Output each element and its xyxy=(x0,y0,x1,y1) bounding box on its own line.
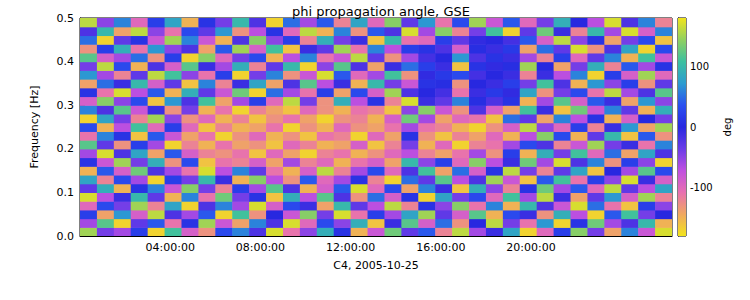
svg-text:0.5: 0.5 xyxy=(57,12,75,25)
svg-text:0: 0 xyxy=(690,122,696,133)
svg-text:-100: -100 xyxy=(690,182,713,193)
svg-text:0.4: 0.4 xyxy=(57,55,75,68)
svg-text:phi propagation angle, GSE: phi propagation angle, GSE xyxy=(292,4,470,19)
svg-text:08:00:00: 08:00:00 xyxy=(236,241,285,254)
svg-text:12:00:00: 12:00:00 xyxy=(326,241,375,254)
svg-text:Frequency [Hz]: Frequency [Hz] xyxy=(28,86,41,169)
svg-text:C4, 2005-10-25: C4, 2005-10-25 xyxy=(333,259,419,272)
svg-text:16:00:00: 16:00:00 xyxy=(416,241,465,254)
svg-text:20:00:00: 20:00:00 xyxy=(506,241,555,254)
svg-text:0.2: 0.2 xyxy=(57,142,75,155)
svg-text:0.0: 0.0 xyxy=(57,230,75,243)
svg-text:100: 100 xyxy=(690,61,709,72)
svg-text:04:00:00: 04:00:00 xyxy=(146,241,195,254)
svg-text:0.1: 0.1 xyxy=(57,186,75,199)
svg-text:deg: deg xyxy=(722,118,733,137)
svg-text:0.3: 0.3 xyxy=(57,99,75,112)
